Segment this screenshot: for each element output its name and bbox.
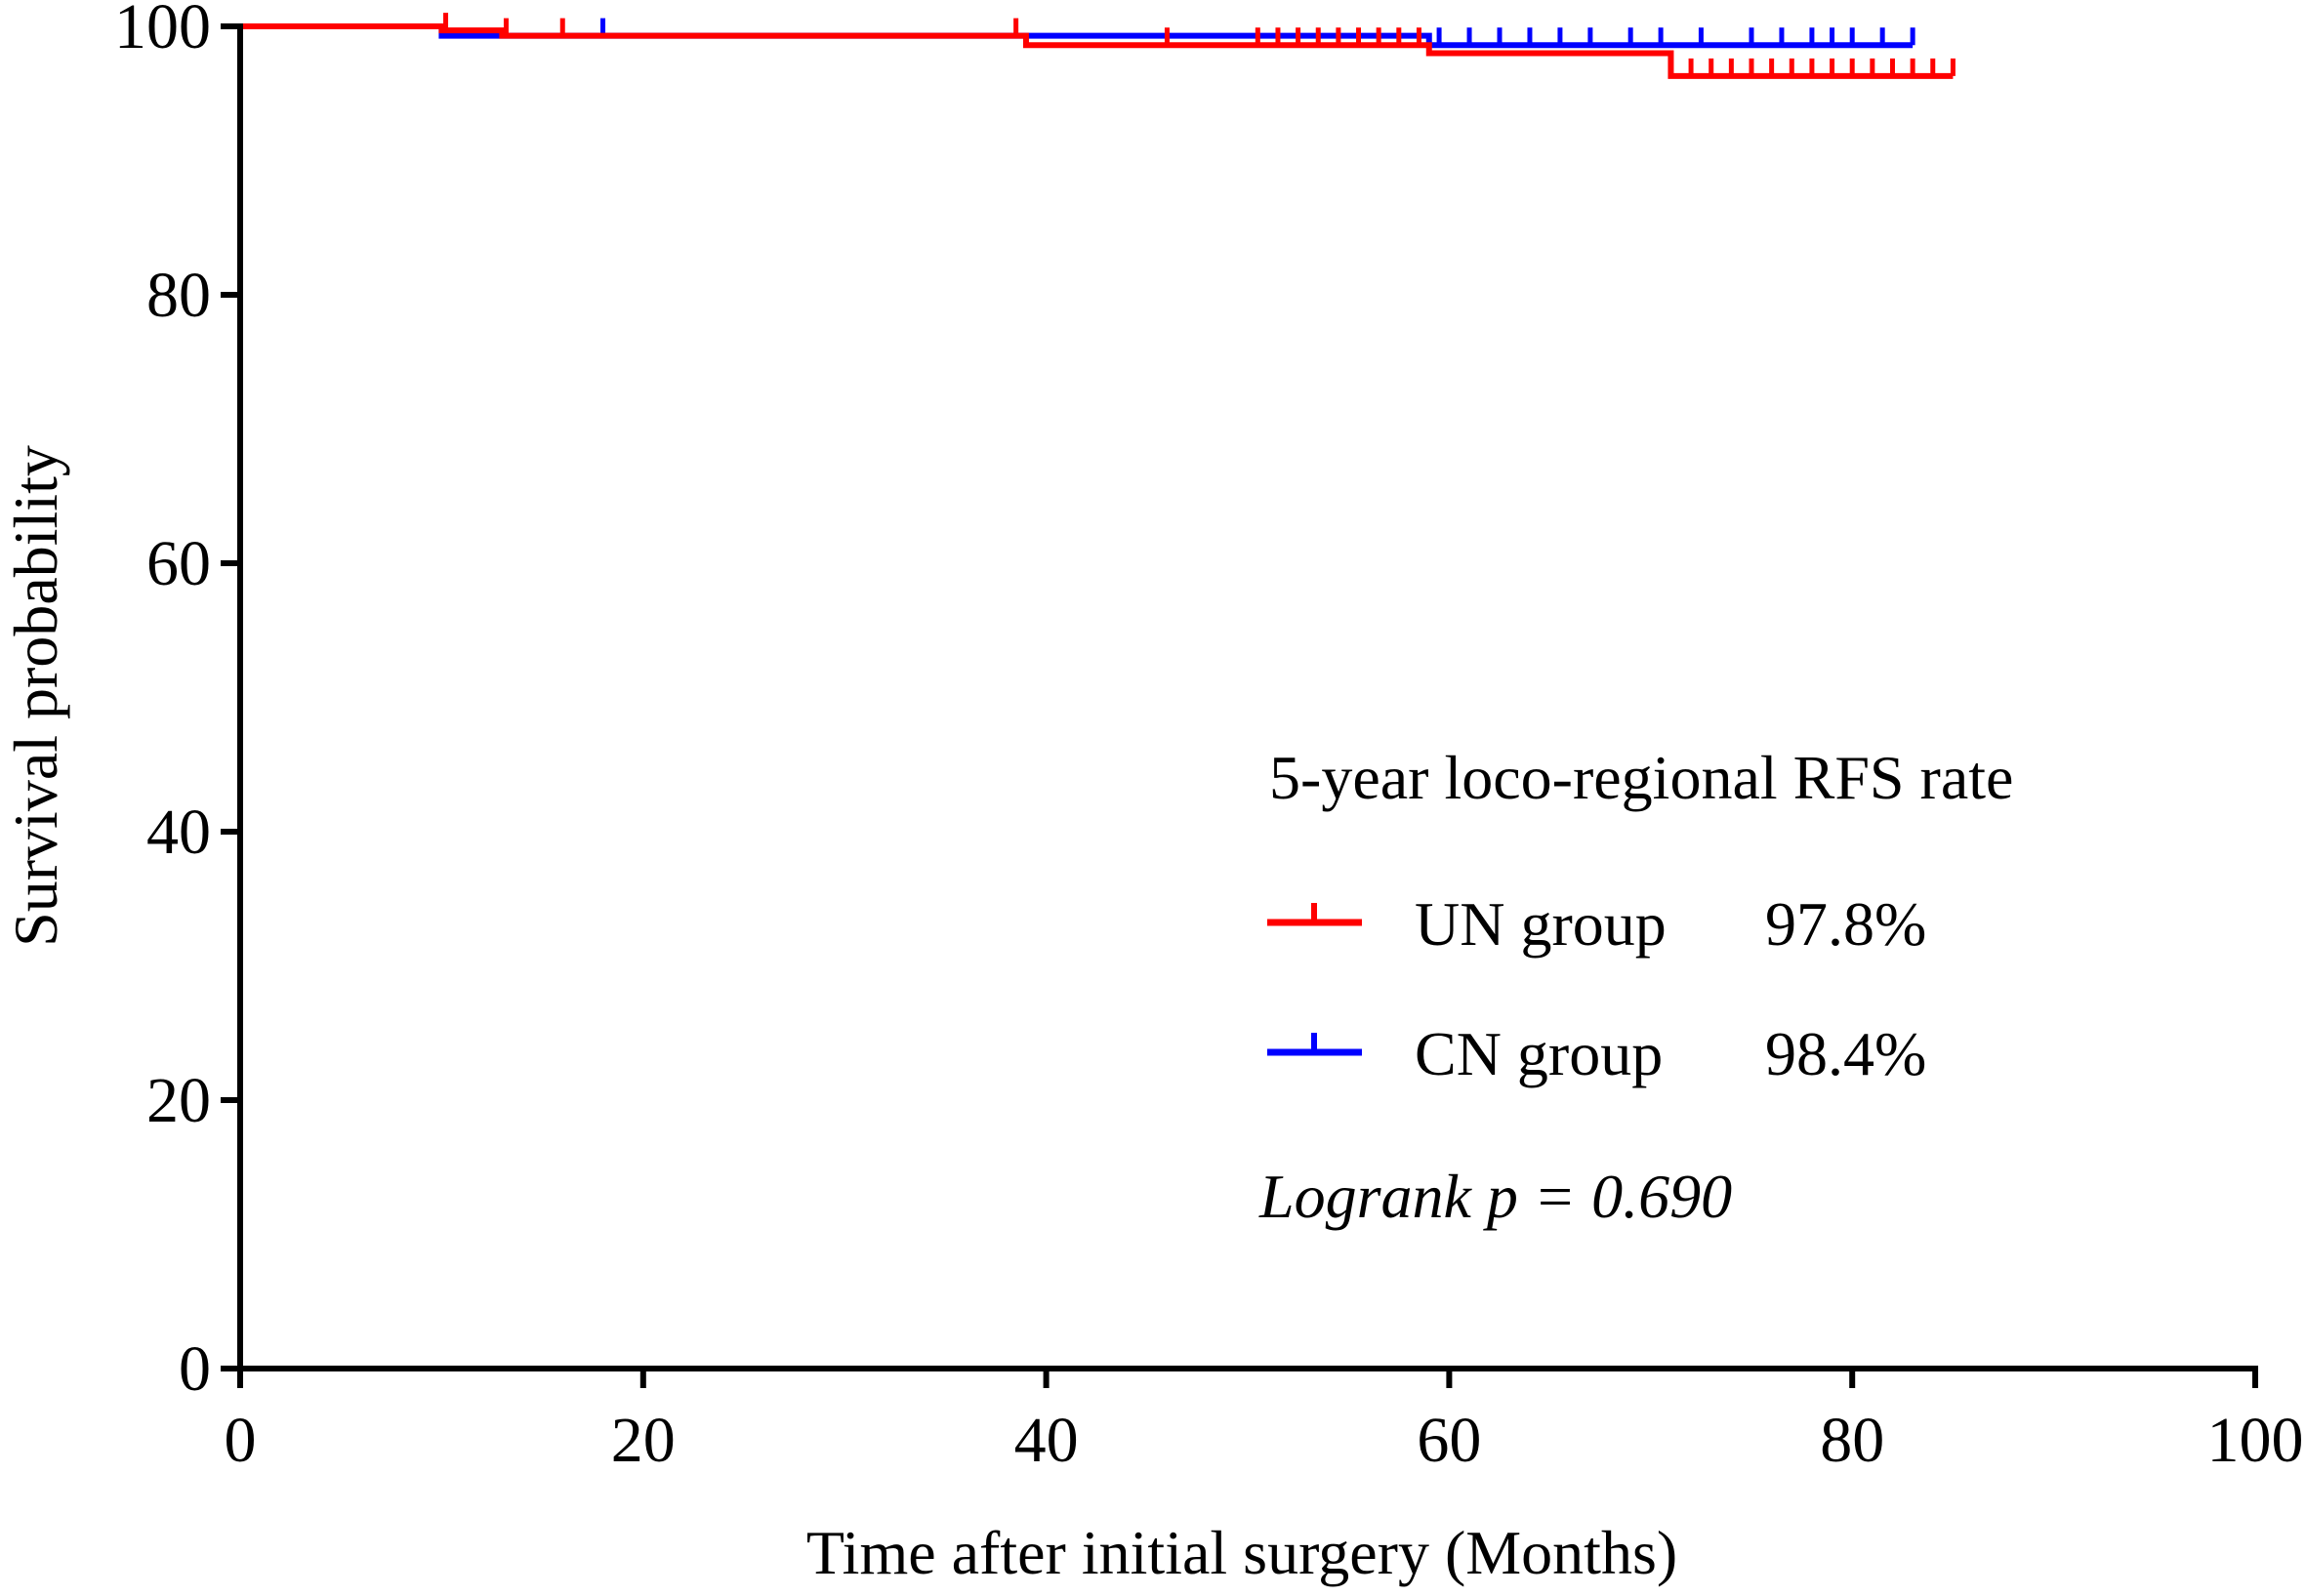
x-tick-label: 60 — [1417, 1405, 1481, 1476]
survival-curve-un — [240, 23, 1954, 79]
y-tick-label: 40 — [146, 797, 211, 868]
x-ticks: 0 20 40 60 80 100 — [225, 1369, 2304, 1476]
legend: 5-year loco-regional RFS rate UN group 9… — [1258, 743, 2013, 1231]
series-layer — [240, 13, 1956, 79]
y-tick-label: 100 — [114, 0, 211, 62]
y-tick-label: 20 — [146, 1065, 211, 1136]
legend-entry-un: UN group 97.8% — [1267, 889, 1926, 959]
x-tick-label: 20 — [611, 1405, 676, 1476]
y-tick-label: 60 — [146, 528, 211, 599]
legend-label-un: UN group — [1415, 889, 1667, 959]
y-tick-label: 80 — [146, 260, 211, 331]
logrank-annotation: Logrank p = 0.690 — [1258, 1162, 1732, 1231]
legend-entry-cn: CN group 98.4% — [1267, 1019, 1926, 1088]
y-axis-title: Survival probability — [1, 445, 70, 947]
series-un — [240, 13, 1956, 79]
legend-title: 5-year loco-regional RFS rate — [1269, 743, 2013, 812]
legend-label-cn: CN group — [1415, 1019, 1663, 1088]
legend-rate-un: 97.8% — [1765, 889, 1926, 959]
x-tick-label: 80 — [1820, 1405, 1884, 1476]
x-tick-label: 0 — [225, 1405, 257, 1476]
x-tick-label: 100 — [2207, 1405, 2304, 1476]
y-ticks: 0 20 40 60 80 100 — [114, 0, 240, 1405]
y-tick-label: 0 — [179, 1333, 211, 1405]
legend-rate-cn: 98.4% — [1765, 1019, 1926, 1088]
x-axis-title: Time after initial surgery (Months) — [806, 1518, 1677, 1587]
x-tick-label: 40 — [1014, 1405, 1079, 1476]
